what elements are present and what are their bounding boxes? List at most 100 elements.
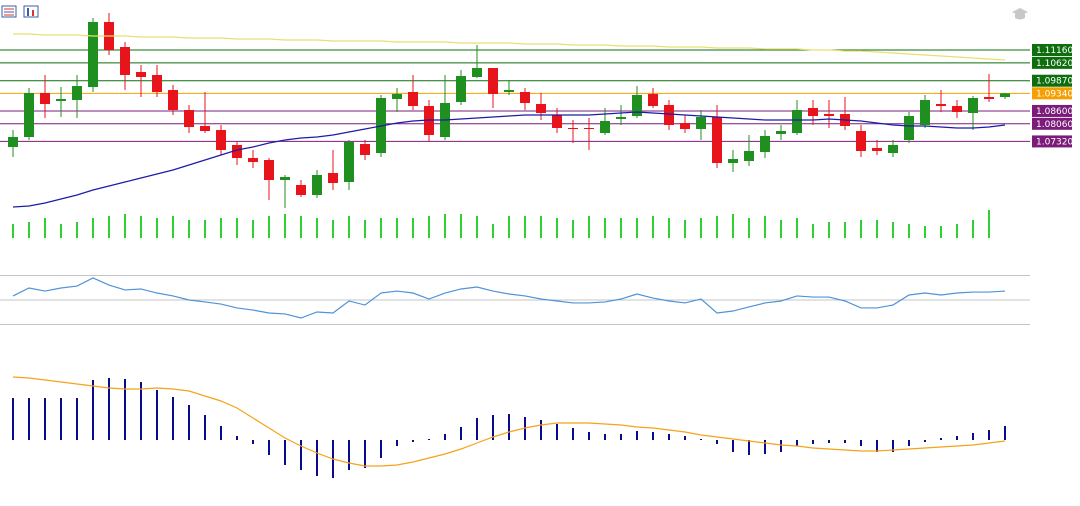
- level-label: 1.11160: [1036, 46, 1073, 56]
- candle-body: [8, 137, 18, 147]
- cap-base: [1015, 14, 1025, 20]
- indicator-line: [12, 277, 1006, 319]
- bar: [924, 440, 926, 442]
- bar: [252, 440, 254, 444]
- candle-body: [920, 100, 930, 125]
- bar: [956, 224, 958, 238]
- bar: [668, 218, 670, 238]
- bar: [540, 420, 542, 440]
- bar: [460, 214, 462, 238]
- candle-body: [984, 97, 994, 99]
- toolbar-icon[interactable]: [23, 5, 39, 18]
- bar: [876, 220, 878, 238]
- bar: [812, 440, 814, 444]
- candle-body: [392, 94, 402, 99]
- bar: [380, 440, 382, 458]
- bar: [732, 214, 734, 238]
- bar: [700, 218, 702, 238]
- bar: [460, 427, 462, 440]
- candle-body: [168, 90, 178, 110]
- candle-body: [88, 22, 98, 87]
- bar: [284, 440, 286, 465]
- candle-body: [728, 159, 738, 163]
- bar: [140, 216, 142, 238]
- bar: [300, 216, 302, 238]
- candle-body: [296, 185, 306, 195]
- bar: [316, 440, 318, 476]
- candle-body: [264, 160, 274, 180]
- bar: [828, 222, 830, 238]
- bar: [988, 430, 990, 440]
- candle-body: [456, 76, 466, 102]
- bar: [588, 216, 590, 238]
- bar: [428, 216, 430, 238]
- bar: [716, 440, 718, 444]
- candle-body: [712, 117, 722, 163]
- indicator-line: [12, 111, 1006, 208]
- bar: [556, 218, 558, 238]
- level-label-box: [1032, 117, 1072, 130]
- candle-body: [536, 104, 546, 113]
- bar: [156, 218, 158, 238]
- bar: [636, 218, 638, 238]
- candle-body: [632, 95, 642, 116]
- bar: [300, 440, 302, 470]
- bar: [252, 220, 254, 238]
- bar: [236, 218, 238, 238]
- bar: [204, 220, 206, 238]
- bar: [876, 440, 878, 452]
- bar: [76, 398, 78, 440]
- bar: [860, 440, 862, 446]
- bar: [492, 224, 494, 238]
- bar: [924, 226, 926, 238]
- bar: [620, 434, 622, 440]
- candle-body: [328, 173, 338, 183]
- level-label: 1.09870: [1036, 77, 1073, 87]
- level-label: 1.07320: [1036, 137, 1073, 147]
- bar: [748, 440, 750, 455]
- bar: [316, 218, 318, 238]
- candle-body: [200, 126, 210, 131]
- candle-body: [488, 68, 498, 94]
- candle-body: [824, 114, 834, 116]
- level-label: 1.09340: [1036, 89, 1073, 99]
- bar: [188, 220, 190, 238]
- level-label: 1.10620: [1036, 59, 1073, 69]
- bar: [844, 440, 846, 443]
- candle-body: [680, 123, 690, 129]
- bar: [844, 222, 846, 238]
- bar: [636, 431, 638, 440]
- bar: [412, 440, 414, 442]
- bar: [780, 220, 782, 238]
- bar: [60, 224, 62, 238]
- toolbar-icon[interactable]: [1, 5, 17, 18]
- candle-body: [136, 72, 146, 77]
- candle-body: [808, 108, 818, 116]
- candle-body: [792, 110, 802, 133]
- cap-icon[interactable]: [1012, 8, 1028, 20]
- bar: [332, 220, 334, 238]
- candle-body: [344, 142, 354, 182]
- bar: [620, 218, 622, 238]
- candle-body: [24, 93, 34, 137]
- candle-body: [152, 75, 162, 92]
- bar: [204, 415, 206, 440]
- icon-frame: [23, 5, 39, 18]
- candle-body: [952, 106, 962, 112]
- level-label-box: [1032, 56, 1072, 69]
- candle-body: [72, 86, 82, 100]
- candle-body: [56, 99, 66, 101]
- bar: [604, 218, 606, 238]
- candle-body: [760, 136, 770, 152]
- level-label-box: [1032, 74, 1072, 87]
- candle-body: [888, 145, 898, 153]
- bar: [732, 440, 734, 452]
- candle-body: [936, 104, 946, 106]
- bar: [940, 226, 942, 238]
- bar: [172, 216, 174, 238]
- bar: [972, 433, 974, 440]
- bar: [60, 398, 62, 440]
- bar: [796, 218, 798, 238]
- bar: [124, 379, 126, 440]
